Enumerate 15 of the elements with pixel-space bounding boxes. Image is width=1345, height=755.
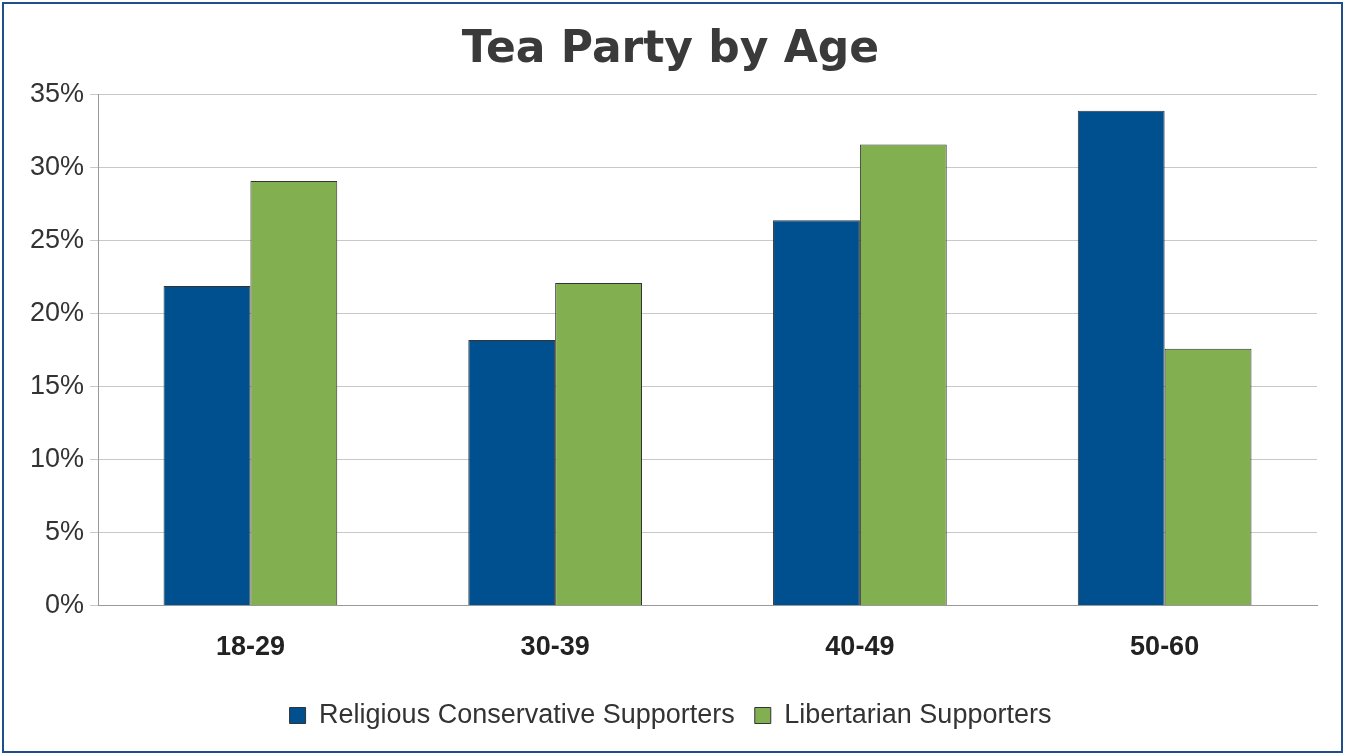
legend-label: Libertarian Supporters xyxy=(784,698,1052,729)
x-tick-label: 30-39 xyxy=(520,631,590,662)
chart-title: Tea Party by Age xyxy=(461,20,880,72)
y-tick-label: 30% xyxy=(29,151,85,182)
y-tick-label: 15% xyxy=(29,370,85,401)
x-tick-label: 40-49 xyxy=(825,631,895,662)
y-tick-label: 20% xyxy=(29,297,85,328)
y-tick-label: 25% xyxy=(29,224,85,255)
y-tick-label: 10% xyxy=(29,443,85,474)
x-tick-label: 18-29 xyxy=(215,631,285,662)
y-tick-label: 5% xyxy=(45,516,85,547)
legend-label: Religious Conservative Supporters xyxy=(319,698,735,729)
x-tick-label: 50-60 xyxy=(1130,631,1200,662)
y-tick-label: 35% xyxy=(29,78,85,109)
y-tick-label: 0% xyxy=(45,589,85,620)
